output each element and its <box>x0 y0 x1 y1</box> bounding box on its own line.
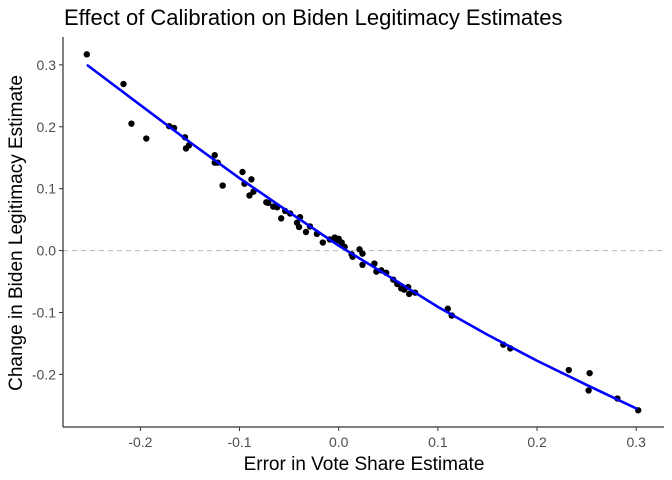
data-point-12 <box>219 182 226 189</box>
x-axis-ticks: -0.2 -0.1 0.0 0.1 0.2 0.3 <box>128 427 646 450</box>
data-point-60 <box>586 369 593 377</box>
x-tick-label-5: 0.3 <box>626 434 646 450</box>
y-tick-label-4: 0.2 <box>37 119 57 135</box>
data-point-42 <box>359 261 366 269</box>
data-point-1 <box>120 80 127 88</box>
data-point-22 <box>277 215 285 222</box>
data-point-28 <box>302 228 310 236</box>
chart-title: Effect of Calibration on Biden Legitimac… <box>64 5 563 30</box>
x-tick-label-1: -0.1 <box>227 434 251 450</box>
points-layer <box>83 51 642 414</box>
fit-line-layer <box>86 64 638 410</box>
x-tick-label-0: -0.2 <box>128 434 152 450</box>
data-point-16 <box>248 176 255 183</box>
data-point-3 <box>143 135 150 142</box>
data-point-13 <box>239 168 246 176</box>
y-tick-label-5: 0.3 <box>37 57 57 73</box>
x-tick-label-2: 0.0 <box>329 434 349 450</box>
x-tick-label-3: 0.1 <box>428 434 448 450</box>
y-tick-label-0: -0.2 <box>32 366 56 382</box>
data-point-31 <box>319 239 327 246</box>
fit-line <box>86 64 638 410</box>
data-point-52 <box>405 290 413 298</box>
data-point-41 <box>359 250 366 257</box>
data-point-9 <box>211 152 218 159</box>
data-point-59 <box>585 387 592 394</box>
data-point-2 <box>128 120 135 127</box>
data-point-19 <box>265 199 272 207</box>
y-tick-label-1: -0.1 <box>32 304 56 320</box>
data-point-26 <box>295 223 303 231</box>
data-point-0 <box>83 51 91 58</box>
x-tick-label-4: 0.2 <box>527 434 547 450</box>
y-axis-title: Change in Biden Legitimacy Estimate <box>6 75 27 391</box>
y-tick-label-3: 0.1 <box>37 181 57 197</box>
data-point-58 <box>565 366 572 374</box>
plot-area <box>63 51 664 414</box>
y-tick-label-2: 0.0 <box>37 243 57 259</box>
x-axis-title: Error in Vote Share Estimate <box>244 454 485 475</box>
y-axis-ticks: -0.2 -0.1 0.0 0.1 0.2 0.3 <box>32 57 63 382</box>
